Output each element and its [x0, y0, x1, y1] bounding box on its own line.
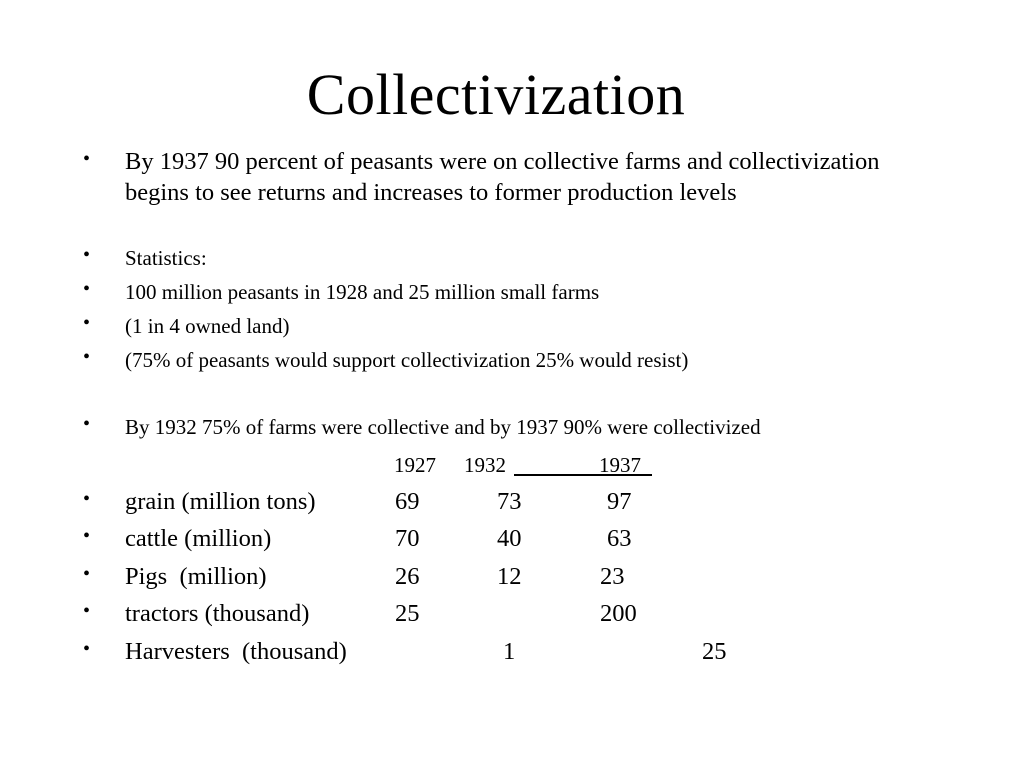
bullet-dot: •: [83, 525, 91, 547]
cell-1927: 70: [395, 525, 420, 552]
cell-1937: 23: [600, 563, 625, 590]
row-label: cattle (million): [125, 525, 272, 552]
table-header-year-1937: 1937: [599, 453, 641, 477]
bullet-dot: •: [83, 563, 91, 585]
cell-1937: 25: [702, 638, 727, 665]
table-header-year-1932: 1932: [464, 453, 506, 477]
cell-1937: 200: [600, 600, 637, 627]
cell-1937: 97: [607, 488, 632, 515]
cell-1932: 1: [503, 638, 516, 665]
cell-1937: 63: [607, 525, 632, 552]
slide-title: Collectivization: [306, 62, 686, 127]
row-label: Harvesters (thousand): [125, 638, 347, 665]
bullet-dot: •: [83, 488, 91, 510]
header-underline: [514, 474, 652, 476]
row-label: Pigs (million): [125, 563, 267, 590]
bullet-dot: •: [83, 244, 91, 266]
bullet-text: By 1937 90 percent of peasants were on c…: [125, 148, 880, 206]
row-label: tractors (thousand): [125, 600, 310, 627]
bullet-dot: •: [83, 638, 91, 660]
table-header: 1927 1932 1937: [394, 450, 654, 480]
cell-1927: 25: [395, 600, 420, 627]
bullet-dot: •: [83, 413, 91, 435]
cell-1932: 40: [497, 525, 522, 552]
bullet-dot: •: [83, 346, 91, 368]
table-header-year-1927: 1927: [394, 453, 436, 477]
cell-1927: 69: [395, 488, 420, 515]
cell-1932: 73: [497, 488, 522, 515]
cell-1932: 12: [497, 563, 522, 590]
bullet-text: (1 in 4 owned land): [125, 314, 290, 338]
bullet-dot: •: [83, 148, 91, 170]
bullet-dot: •: [83, 278, 91, 300]
cell-1927: 26: [395, 563, 420, 590]
bullet-text: 100 million peasants in 1928 and 25 mill…: [125, 280, 600, 304]
bullet-dot: •: [83, 312, 91, 334]
bullet-text: (75% of peasants would support collectiv…: [125, 348, 689, 372]
bullet-dot: •: [83, 600, 91, 622]
bullet-text: Statistics:: [125, 246, 207, 270]
bullet-text: By 1932 75% of farms were collective and…: [125, 415, 761, 439]
row-label: grain (million tons): [125, 488, 316, 515]
